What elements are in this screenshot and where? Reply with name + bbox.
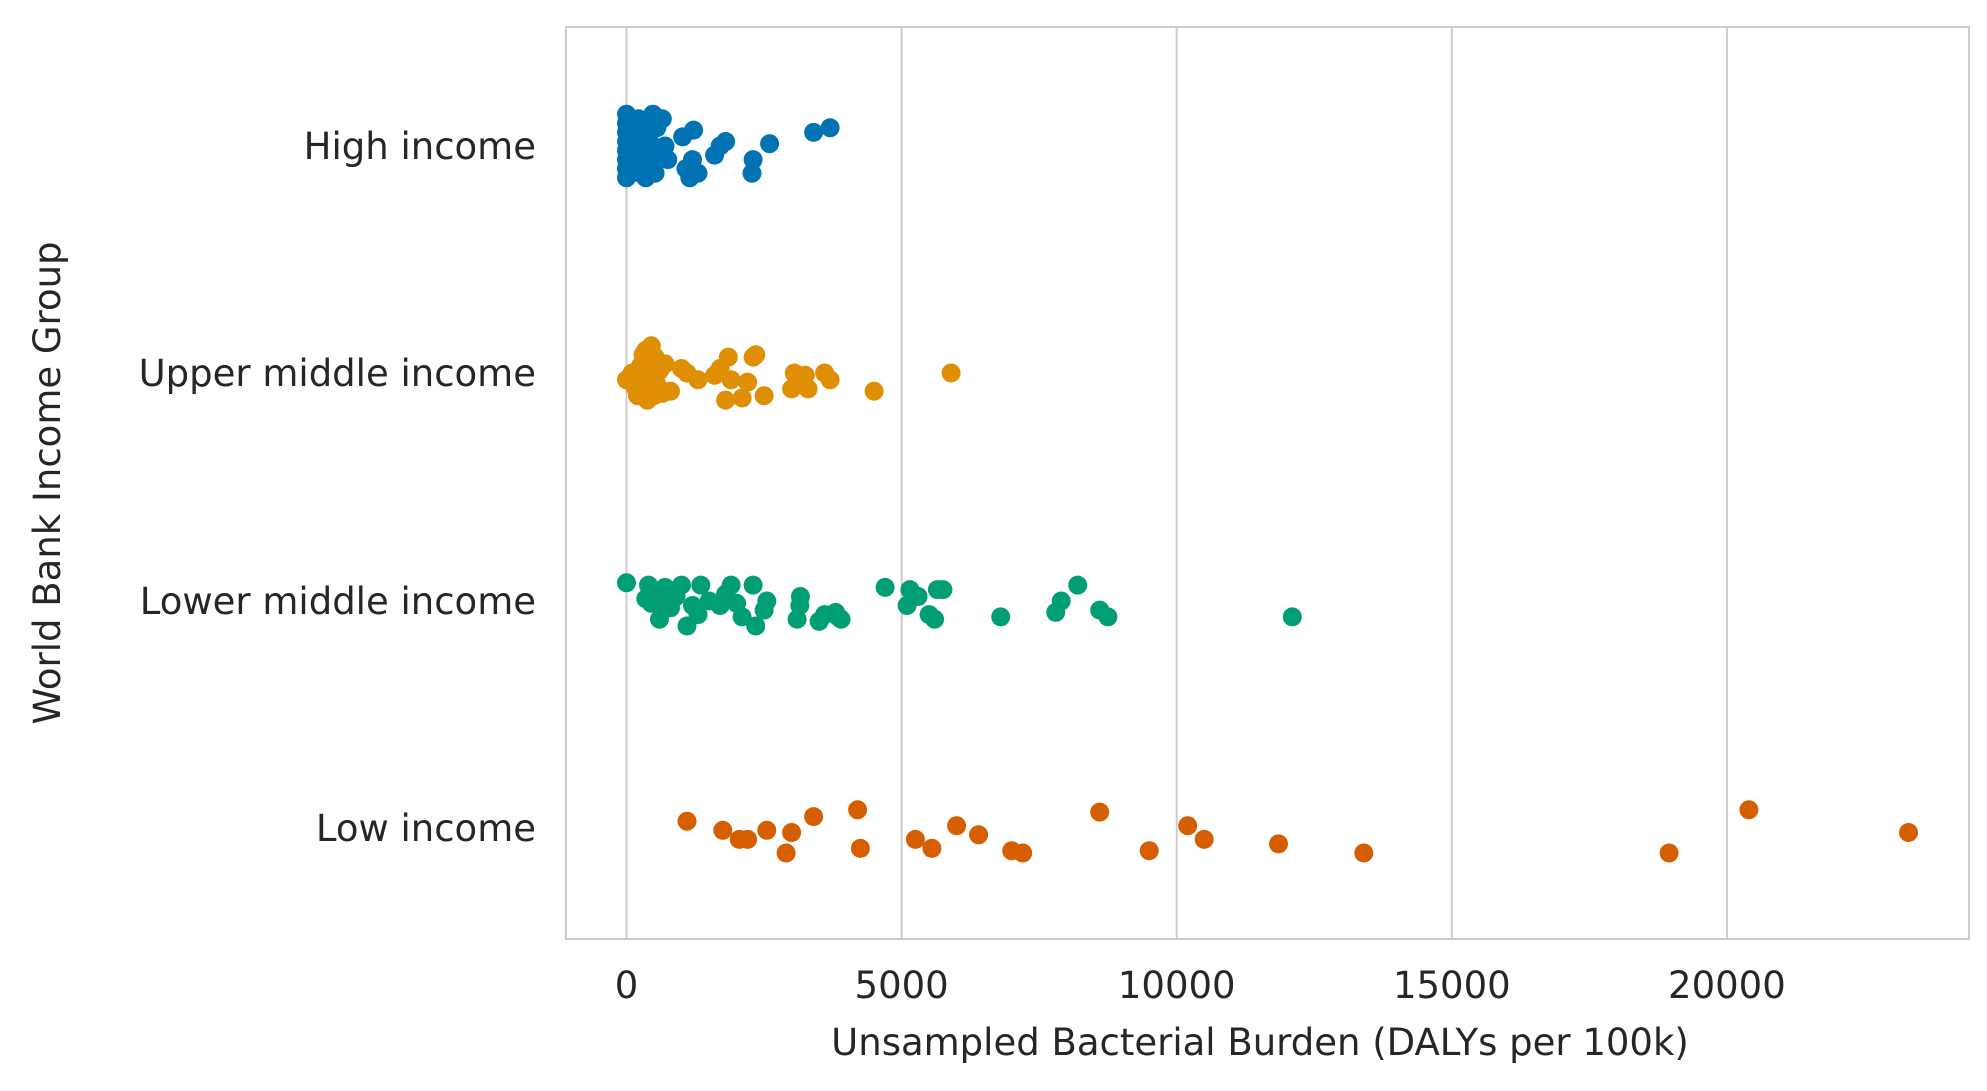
data-point xyxy=(905,829,925,849)
data-point xyxy=(947,816,967,836)
y-category-labels: High income Upper middle income Lower midd… xyxy=(139,125,536,850)
gridlines xyxy=(625,27,1728,939)
data-point xyxy=(922,838,942,858)
data-point xyxy=(831,609,851,629)
data-point xyxy=(790,587,810,606)
data-point xyxy=(969,825,989,845)
data-point xyxy=(658,150,678,170)
data-point xyxy=(738,829,758,849)
data-point xyxy=(688,605,708,625)
x-tick-label: 15000 xyxy=(1393,964,1511,1007)
data-point xyxy=(1098,607,1118,627)
data-point xyxy=(1194,829,1214,849)
x-tick-label: 5000 xyxy=(855,964,949,1007)
y-category-label: Lower middle income xyxy=(140,580,536,623)
data-point xyxy=(757,591,777,611)
y-category-label: Upper middle income xyxy=(139,352,536,395)
y-category-label: High income xyxy=(304,125,536,168)
data-point xyxy=(1013,843,1033,863)
data-point xyxy=(864,381,884,401)
data-point xyxy=(688,370,708,390)
x-tick-labels: 0 5000 10000 15000 20000 xyxy=(615,964,1786,1007)
data-point xyxy=(1282,607,1302,627)
data-point xyxy=(820,118,840,138)
data-point xyxy=(677,811,697,831)
data-point xyxy=(776,843,796,863)
series-0 xyxy=(617,104,840,188)
data-point xyxy=(798,379,818,399)
data-point xyxy=(760,134,780,154)
series-2 xyxy=(617,573,1302,636)
data-point xyxy=(746,616,766,636)
data-point xyxy=(1269,834,1288,854)
data-point xyxy=(743,150,763,170)
y-category-label: Low income xyxy=(316,807,536,850)
data-point xyxy=(782,823,802,842)
x-tick-label: 0 xyxy=(615,964,639,1007)
data-point xyxy=(746,345,766,365)
data-point xyxy=(672,575,691,595)
series-1 xyxy=(617,336,961,410)
data-point xyxy=(1178,816,1198,836)
data-point xyxy=(1354,843,1374,863)
data-point xyxy=(1090,802,1110,822)
data-point xyxy=(933,580,953,600)
series-3 xyxy=(677,800,1918,863)
data-point xyxy=(925,609,945,629)
data-point xyxy=(804,807,824,827)
data-point xyxy=(661,381,680,401)
data-point xyxy=(1739,800,1759,820)
y-axis-title: World Bank Income Group xyxy=(26,241,69,724)
data-point xyxy=(617,573,636,593)
data-point xyxy=(804,122,824,142)
data-point xyxy=(652,109,672,129)
data-point xyxy=(718,347,738,367)
data-point xyxy=(743,575,763,595)
data-point xyxy=(655,354,675,374)
data-point xyxy=(721,575,741,595)
data-point xyxy=(1051,591,1071,611)
data-point xyxy=(716,390,736,410)
data-point xyxy=(713,820,733,840)
data-point xyxy=(991,607,1011,627)
data-point xyxy=(688,163,708,183)
x-axis-title: Unsampled Bacterial Burden (DALYs per 10… xyxy=(831,1021,1689,1064)
data-point xyxy=(742,163,762,183)
data-point xyxy=(645,163,665,183)
data-point xyxy=(716,132,736,151)
data-point xyxy=(848,800,868,820)
data-point xyxy=(1068,575,1088,595)
x-tick-label: 20000 xyxy=(1668,964,1786,1007)
data-point xyxy=(721,370,741,390)
x-tick-label: 10000 xyxy=(1118,964,1236,1007)
data-point xyxy=(757,820,777,840)
data-point xyxy=(1899,823,1918,842)
data-point xyxy=(732,607,752,627)
plot-frame xyxy=(565,26,1970,940)
data-point xyxy=(1659,843,1679,863)
data-point xyxy=(850,838,870,858)
data-point xyxy=(820,370,840,390)
data-point xyxy=(754,386,774,406)
data-point xyxy=(732,388,752,408)
data-point xyxy=(684,120,704,140)
data-point xyxy=(875,577,895,597)
data-point xyxy=(941,363,961,383)
data-point xyxy=(1139,841,1159,861)
data-points xyxy=(617,104,1918,863)
data-point xyxy=(691,575,711,595)
data-point xyxy=(908,587,928,606)
data-point xyxy=(738,372,758,392)
